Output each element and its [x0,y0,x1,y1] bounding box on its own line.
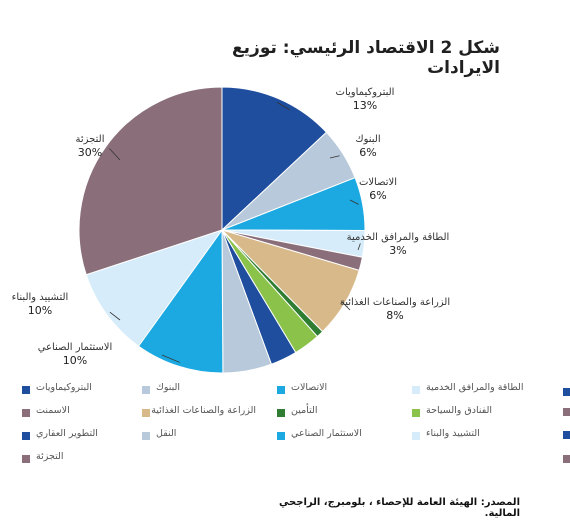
legend-label: التجزئة [36,451,64,462]
legend-item: التأمين [277,405,397,421]
legend-swatch [277,386,285,394]
pie-slice [85,229,224,347]
legend-label: البتروكيماويات [36,382,92,393]
legend-label: الزراعة والصناعات الغذائية [151,405,256,416]
slice-label: التجزئة [76,134,105,145]
slice-label: البنوك [355,134,380,145]
legend-item: الفنادق والسياحة [412,405,532,421]
legend-label: الطاقة والمرافق الخدمية [426,382,524,393]
legend-swatch [412,432,420,440]
pie-slice [78,86,223,276]
legend-swatch [412,386,420,394]
legend-item: الطاقة والمرافق الخدمية [412,382,532,398]
legend-swatch [277,409,285,417]
legend-item: البنوك [142,382,262,398]
leader-line [341,300,351,311]
legend-swatch [22,409,30,417]
pie-slice [137,228,224,374]
cropped-legend-swatch [563,455,570,463]
cropped-legend-swatch [563,388,570,396]
slice-percent-label: 10% [28,304,52,317]
legend-item: التجزئة [22,451,142,467]
cropped-legend-swatch [563,408,570,416]
legend-item: التطوير العقاري [22,428,142,444]
slice-percent-label: 8% [386,309,403,322]
legend-swatch [142,386,150,394]
cropped-legend-swatch [563,431,570,439]
legend-item: الزراعة والصناعات الغذائية [142,405,262,421]
leader-line [109,148,121,161]
slice-label: الطاقة والمرافق الخدمية [347,232,450,243]
legend-swatch [142,409,150,417]
legend-swatch [22,386,30,394]
leader-line [329,155,340,159]
slice-percent-label: 6% [359,146,376,159]
leader-line [161,354,180,363]
legend-label: الاتصالات [291,382,328,393]
slice-label: الاستثمار الصناعي [38,342,113,353]
legend-swatch [412,409,420,417]
legend-label: الاسمنت [36,405,70,416]
leader-line [109,311,121,321]
legend-item: الاستثمار الصناعي [277,428,397,444]
legend-item: النقل [142,428,262,444]
legend-label: الاستثمار الصناعي [291,428,362,439]
slice-percent-label: 3% [389,244,406,257]
slice-percent-label: 10% [63,354,87,367]
legend-swatch [22,455,30,463]
legend-item: البتروكيماويات [22,382,142,398]
slice-label: الاتصالات [359,177,397,188]
legend-label: النقل [156,428,177,439]
legend-swatch [142,432,150,440]
legend-swatch [277,432,285,440]
legend-label: البنوك [156,382,181,393]
legend-label: التشييد والبناء [426,428,480,439]
slice-percent-label: 6% [369,189,386,202]
legend-label: التأمين [291,405,318,416]
chart-title: شكل 2 الاقتصاد الرئيسي: توزيع الايرادات [232,38,500,78]
legend-label: الفنادق والسياحة [426,405,493,416]
slice-percent-label: 13% [353,99,377,112]
pie-slice [221,86,328,232]
legend-label: التطوير العقاري [36,428,98,439]
leader-line [357,243,361,251]
legend-item: الاسمنت [22,405,142,421]
slice-label: الزراعة والصناعات الغذائية [340,297,450,308]
source-note: المصدر: الهيئة العامة للإحصاء ، بلومبرج،… [278,497,520,519]
leader-line [349,199,359,205]
legend-item: الاتصالات [277,382,397,398]
slice-percent-label: 30% [78,146,102,159]
legend-item: التشييد والبناء [412,428,532,444]
legend-swatch [22,432,30,440]
leader-line [277,102,291,111]
slice-label: التشييد والبناء [12,292,69,303]
slice-label: البتروكيماويات [336,87,395,98]
